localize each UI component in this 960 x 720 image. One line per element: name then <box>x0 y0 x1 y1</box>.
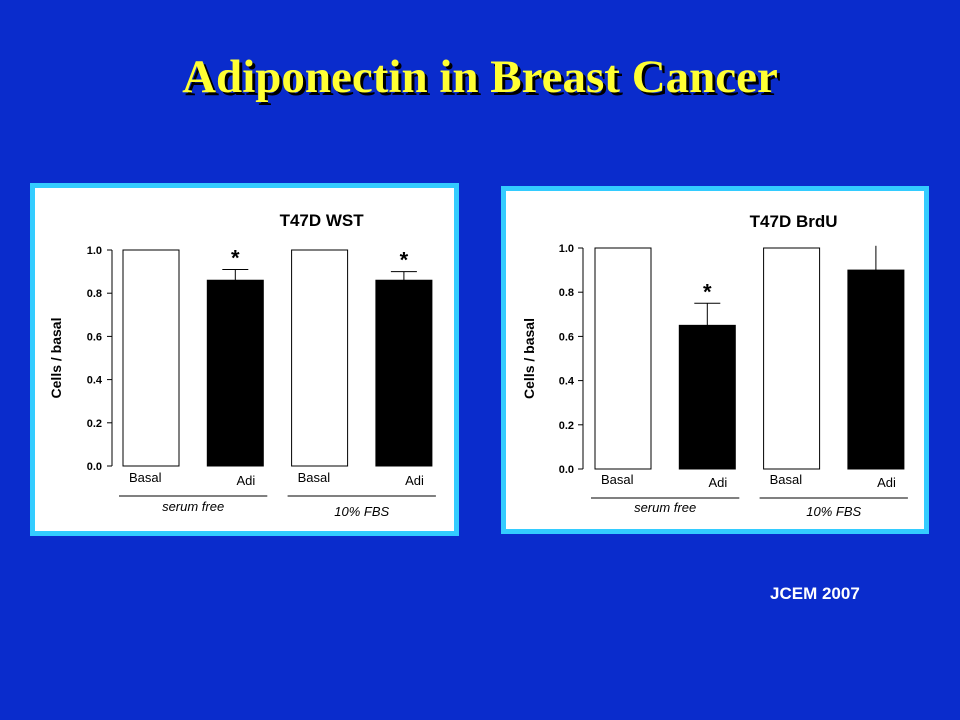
chart-panel-brdu: T47D BrdU 0.0 0.2 0.4 0.6 0.8 1.0 Cells / basal… <box>501 186 929 534</box>
x-category-label: Adi <box>237 473 256 488</box>
slide-title: Adiponectin in Breast Cancer <box>182 51 778 103</box>
y-tick-label: 0.6 <box>559 331 574 343</box>
bar-adi <box>375 279 433 467</box>
significance-marker: * <box>400 248 409 273</box>
x-category-label: Adi <box>709 475 728 490</box>
bar-basal <box>594 247 652 470</box>
y-axis-label: Cells / basal <box>521 318 537 399</box>
y-tick-label: 0.8 <box>87 288 102 300</box>
bar-basal <box>291 249 349 467</box>
bar-basal <box>763 247 821 470</box>
y-tick-label: 0.4 <box>559 376 575 388</box>
bar-basal <box>122 249 180 467</box>
x-category-label: Basal <box>298 470 331 485</box>
bar-chart-wst: T47D WST 0.0 0.2 0.4 0.6 0.8 1.0 Cells / basal B… <box>48 211 436 519</box>
x-category-label: Adi <box>877 475 896 490</box>
y-tick-label: 0.4 <box>87 375 103 387</box>
y-tick-label: 1.0 <box>559 243 574 255</box>
group-label: 10% FBS <box>806 504 861 519</box>
y-tick-label: 0.2 <box>559 420 574 432</box>
bar-adi <box>678 324 736 470</box>
bar-adi <box>206 279 264 467</box>
x-category-label: Basal <box>129 470 162 485</box>
y-tick-label: 0.6 <box>87 331 102 343</box>
significance-marker: * <box>231 245 240 270</box>
y-tick-label: 1.0 <box>87 245 102 257</box>
group-label: serum free <box>162 499 224 514</box>
y-tick-label: 0.8 <box>559 287 574 299</box>
x-category-label: Basal <box>770 472 803 487</box>
group-label: serum free <box>634 500 696 515</box>
significance-marker: * <box>703 279 712 304</box>
chart-title: T47D BrdU <box>750 212 838 231</box>
y-axis-label: Cells / basal <box>48 318 64 399</box>
citation: JCEM 2007 <box>770 584 860 603</box>
x-category-label: Basal <box>601 472 634 487</box>
chart-title: T47D WST <box>280 211 365 230</box>
bar-adi <box>847 269 905 470</box>
y-tick-label: 0.2 <box>87 418 102 430</box>
bar-chart-brdu: T47D BrdU 0.0 0.2 0.4 0.6 0.8 1.0 Cells / basal… <box>521 212 908 519</box>
x-category-label: Adi <box>405 473 424 488</box>
y-tick-label: 0.0 <box>87 461 102 473</box>
y-tick-label: 0.0 <box>559 464 574 476</box>
group-label: 10% FBS <box>334 504 389 519</box>
chart-panel-wst: T47D WST 0.0 0.2 0.4 0.6 0.8 1.0 Cells / basal B… <box>30 183 459 536</box>
